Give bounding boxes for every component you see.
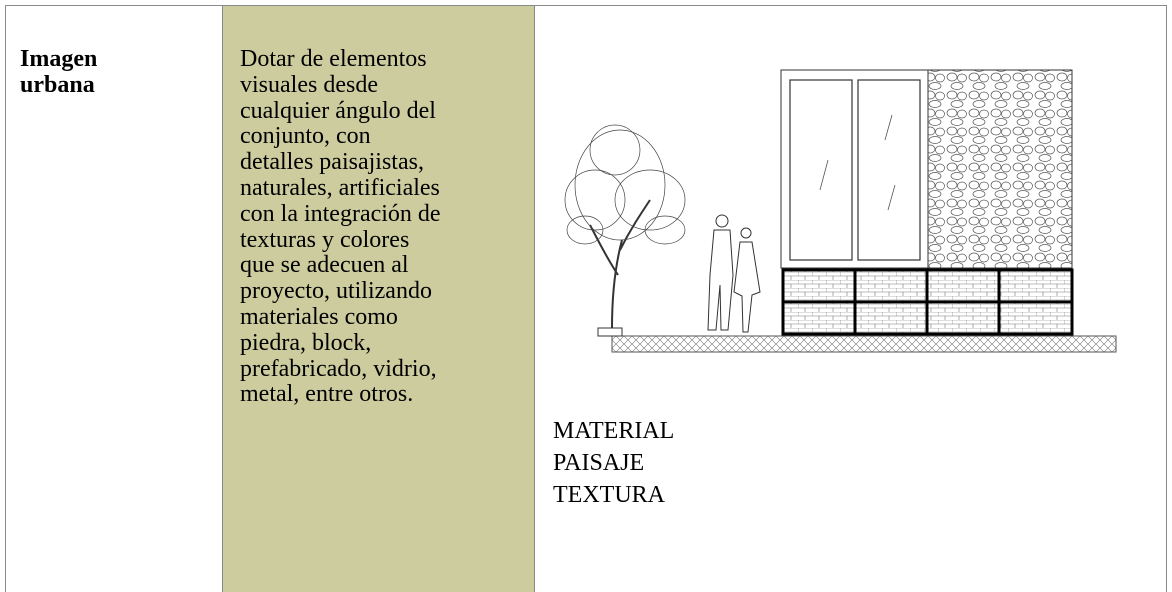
text-line: que se adecuen al [240,252,409,279]
table-border [1166,5,1167,592]
table-border [5,5,6,592]
text-line: con la integración de [240,200,441,227]
text-line: texturas y colores [240,226,410,253]
text-line: visuales desde [240,71,378,98]
text-line: Imagen [20,46,98,72]
text-line: metal, entre otros. [240,381,414,408]
text-line: cualquier ángulo del [240,97,436,124]
cell-heading: Imagen urbana [20,46,98,99]
table-border [222,5,223,592]
text-line: naturales, artificiales [240,174,440,201]
text-line: materiales como [240,303,398,330]
cell-keywords: MATERIAL PAISAJE TEXTURA [553,415,674,511]
text-line: Dotar de elementos [240,46,427,72]
text-line: PAISAJE [553,450,645,476]
text-line: detalles paisajistas, [240,149,424,176]
text-line: conjunto, con [240,123,371,150]
elevation-drawing [564,69,1117,353]
cell-description: Dotar de elementos visuales desde cualquie… [240,46,441,408]
text-line: piedra, block, [240,329,372,356]
table-border [5,5,1167,6]
text-line: TEXTURA [553,482,665,508]
text-line: proyecto, utilizando [240,278,432,305]
text-line: MATERIAL [553,418,675,444]
text-line: prefabricado, vidrio, [240,355,437,382]
table-border [534,5,535,592]
highlight-column [222,5,534,592]
text-line: urbana [20,71,95,98]
